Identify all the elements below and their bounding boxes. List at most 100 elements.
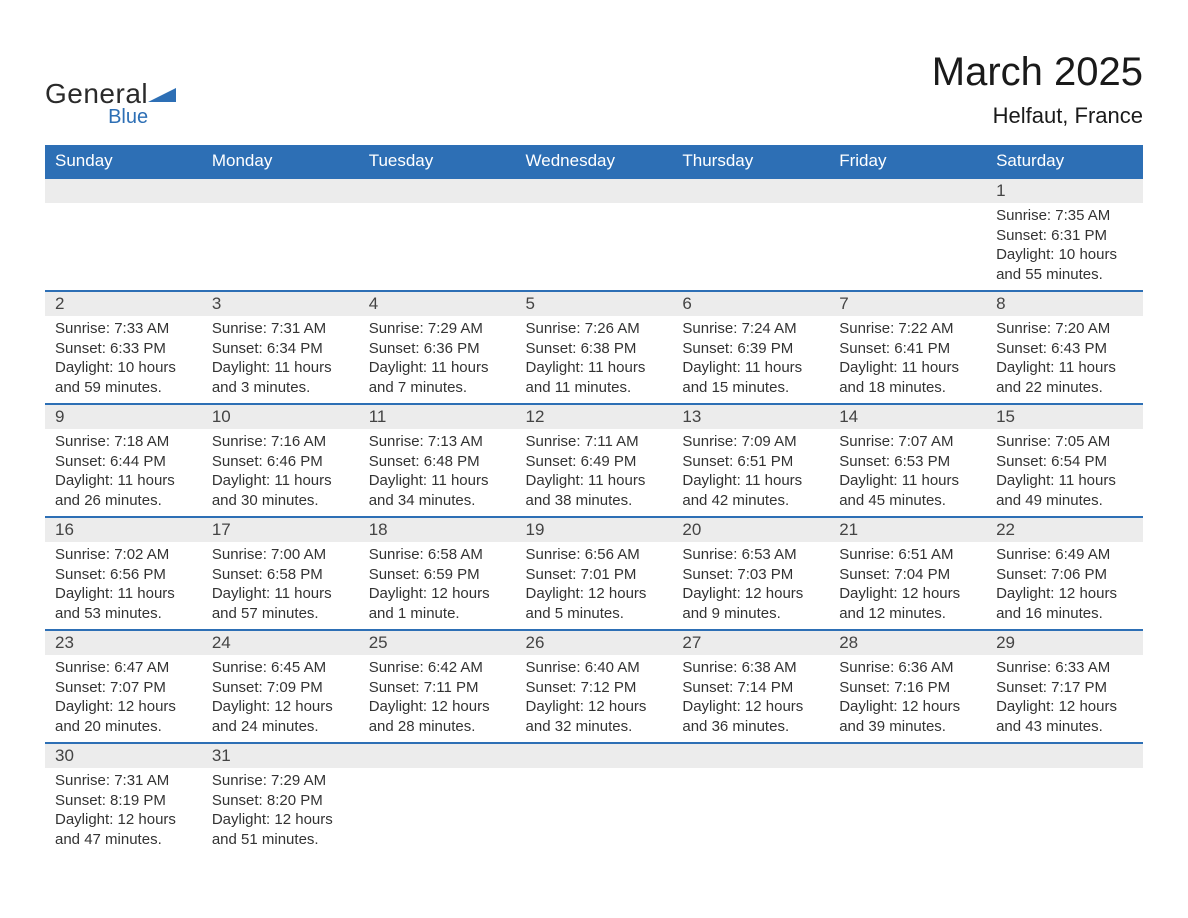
day-data: Sunrise: 6:33 AMSunset: 7:17 PMDaylight:… <box>986 655 1143 742</box>
day-data: Sunrise: 7:29 AMSunset: 6:36 PMDaylight:… <box>359 316 516 403</box>
sunset-text: Sunset: 6:53 PM <box>839 452 976 472</box>
day-number: 24 <box>202 630 359 655</box>
sunrise-text: Sunrise: 6:49 AM <box>996 545 1133 565</box>
location: Helfaut, France <box>932 103 1143 129</box>
sunset-text: Sunset: 6:54 PM <box>996 452 1133 472</box>
day-data: Sunrise: 6:40 AMSunset: 7:12 PMDaylight:… <box>516 655 673 742</box>
daylight-line2: and 38 minutes. <box>526 491 663 511</box>
logo-word-blue: Blue <box>108 106 148 129</box>
daylight-line2: and 20 minutes. <box>55 717 192 737</box>
daylight-line2: and 5 minutes. <box>526 604 663 624</box>
sunrise-text: Sunrise: 6:40 AM <box>526 658 663 678</box>
logo-flag-icon <box>148 84 176 111</box>
daylight-line2: and 15 minutes. <box>682 378 819 398</box>
daylight-line2: and 42 minutes. <box>682 491 819 511</box>
day-cell <box>202 178 359 291</box>
daylight-line1: Daylight: 11 hours <box>55 471 192 491</box>
day-cell: 14Sunrise: 7:07 AMSunset: 6:53 PMDayligh… <box>829 404 986 517</box>
day-cell <box>672 178 829 291</box>
daylight-line2: and 47 minutes. <box>55 830 192 850</box>
day-cell: 19Sunrise: 6:56 AMSunset: 7:01 PMDayligh… <box>516 517 673 630</box>
day-data: Sunrise: 7:20 AMSunset: 6:43 PMDaylight:… <box>986 316 1143 403</box>
sunset-text: Sunset: 6:46 PM <box>212 452 349 472</box>
day-number: 17 <box>202 517 359 542</box>
day-number <box>359 178 516 203</box>
day-cell: 26Sunrise: 6:40 AMSunset: 7:12 PMDayligh… <box>516 630 673 743</box>
day-cell <box>672 743 829 856</box>
day-data: Sunrise: 6:51 AMSunset: 7:04 PMDaylight:… <box>829 542 986 629</box>
sunset-text: Sunset: 7:01 PM <box>526 565 663 585</box>
day-cell: 3Sunrise: 7:31 AMSunset: 6:34 PMDaylight… <box>202 291 359 404</box>
day-number <box>45 178 202 203</box>
sunset-text: Sunset: 6:31 PM <box>996 226 1133 246</box>
sunrise-text: Sunrise: 7:29 AM <box>369 319 506 339</box>
sunrise-text: Sunrise: 7:29 AM <box>212 771 349 791</box>
day-data <box>672 203 829 275</box>
dayhead-saturday: Saturday <box>986 145 1143 178</box>
daylight-line1: Daylight: 12 hours <box>212 697 349 717</box>
daylight-line1: Daylight: 12 hours <box>526 697 663 717</box>
day-cell <box>359 743 516 856</box>
sunset-text: Sunset: 6:49 PM <box>526 452 663 472</box>
daylight-line2: and 32 minutes. <box>526 717 663 737</box>
daylight-line1: Daylight: 12 hours <box>369 584 506 604</box>
week-row: 23Sunrise: 6:47 AMSunset: 7:07 PMDayligh… <box>45 630 1143 743</box>
sunset-text: Sunset: 8:20 PM <box>212 791 349 811</box>
week-row: 30Sunrise: 7:31 AMSunset: 8:19 PMDayligh… <box>45 743 1143 856</box>
day-data: Sunrise: 7:07 AMSunset: 6:53 PMDaylight:… <box>829 429 986 516</box>
day-cell: 24Sunrise: 6:45 AMSunset: 7:09 PMDayligh… <box>202 630 359 743</box>
daylight-line1: Daylight: 12 hours <box>682 584 819 604</box>
day-data <box>829 203 986 275</box>
day-cell: 10Sunrise: 7:16 AMSunset: 6:46 PMDayligh… <box>202 404 359 517</box>
daylight-line1: Daylight: 11 hours <box>682 358 819 378</box>
day-number: 2 <box>45 291 202 316</box>
day-number: 25 <box>359 630 516 655</box>
day-data <box>202 203 359 275</box>
sunrise-text: Sunrise: 6:58 AM <box>369 545 506 565</box>
dayhead-monday: Monday <box>202 145 359 178</box>
day-cell: 29Sunrise: 6:33 AMSunset: 7:17 PMDayligh… <box>986 630 1143 743</box>
day-data: Sunrise: 7:13 AMSunset: 6:48 PMDaylight:… <box>359 429 516 516</box>
day-number: 12 <box>516 404 673 429</box>
day-cell: 13Sunrise: 7:09 AMSunset: 6:51 PMDayligh… <box>672 404 829 517</box>
header: General Blue March 2025 Helfaut, France <box>45 50 1143 129</box>
daylight-line1: Daylight: 11 hours <box>839 471 976 491</box>
daylight-line1: Daylight: 12 hours <box>996 584 1133 604</box>
daylight-line1: Daylight: 11 hours <box>526 471 663 491</box>
day-number <box>672 178 829 203</box>
sunrise-text: Sunrise: 6:56 AM <box>526 545 663 565</box>
day-number <box>516 743 673 768</box>
daylight-line2: and 22 minutes. <box>996 378 1133 398</box>
dayhead-tuesday: Tuesday <box>359 145 516 178</box>
day-data: Sunrise: 7:29 AMSunset: 8:20 PMDaylight:… <box>202 768 359 855</box>
day-number: 28 <box>829 630 986 655</box>
daylight-line2: and 18 minutes. <box>839 378 976 398</box>
sunrise-text: Sunrise: 6:33 AM <box>996 658 1133 678</box>
sunrise-text: Sunrise: 6:38 AM <box>682 658 819 678</box>
sunset-text: Sunset: 7:11 PM <box>369 678 506 698</box>
sunset-text: Sunset: 6:41 PM <box>839 339 976 359</box>
sunrise-text: Sunrise: 7:33 AM <box>55 319 192 339</box>
day-data: Sunrise: 7:18 AMSunset: 6:44 PMDaylight:… <box>45 429 202 516</box>
day-cell <box>516 178 673 291</box>
sunrise-text: Sunrise: 7:07 AM <box>839 432 976 452</box>
calendar-body: 1Sunrise: 7:35 AMSunset: 6:31 PMDaylight… <box>45 178 1143 856</box>
daylight-line2: and 49 minutes. <box>996 491 1133 511</box>
daylight-line1: Daylight: 12 hours <box>839 584 976 604</box>
day-number <box>986 743 1143 768</box>
day-number: 14 <box>829 404 986 429</box>
day-cell: 5Sunrise: 7:26 AMSunset: 6:38 PMDaylight… <box>516 291 673 404</box>
daylight-line1: Daylight: 12 hours <box>526 584 663 604</box>
day-cell: 23Sunrise: 6:47 AMSunset: 7:07 PMDayligh… <box>45 630 202 743</box>
day-cell <box>45 178 202 291</box>
day-data: Sunrise: 6:49 AMSunset: 7:06 PMDaylight:… <box>986 542 1143 629</box>
daylight-line1: Daylight: 10 hours <box>55 358 192 378</box>
day-number: 20 <box>672 517 829 542</box>
day-data: Sunrise: 7:09 AMSunset: 6:51 PMDaylight:… <box>672 429 829 516</box>
day-number: 18 <box>359 517 516 542</box>
daylight-line1: Daylight: 10 hours <box>996 245 1133 265</box>
day-data <box>516 203 673 275</box>
day-cell: 8Sunrise: 7:20 AMSunset: 6:43 PMDaylight… <box>986 291 1143 404</box>
sunrise-text: Sunrise: 7:02 AM <box>55 545 192 565</box>
day-cell: 16Sunrise: 7:02 AMSunset: 6:56 PMDayligh… <box>45 517 202 630</box>
